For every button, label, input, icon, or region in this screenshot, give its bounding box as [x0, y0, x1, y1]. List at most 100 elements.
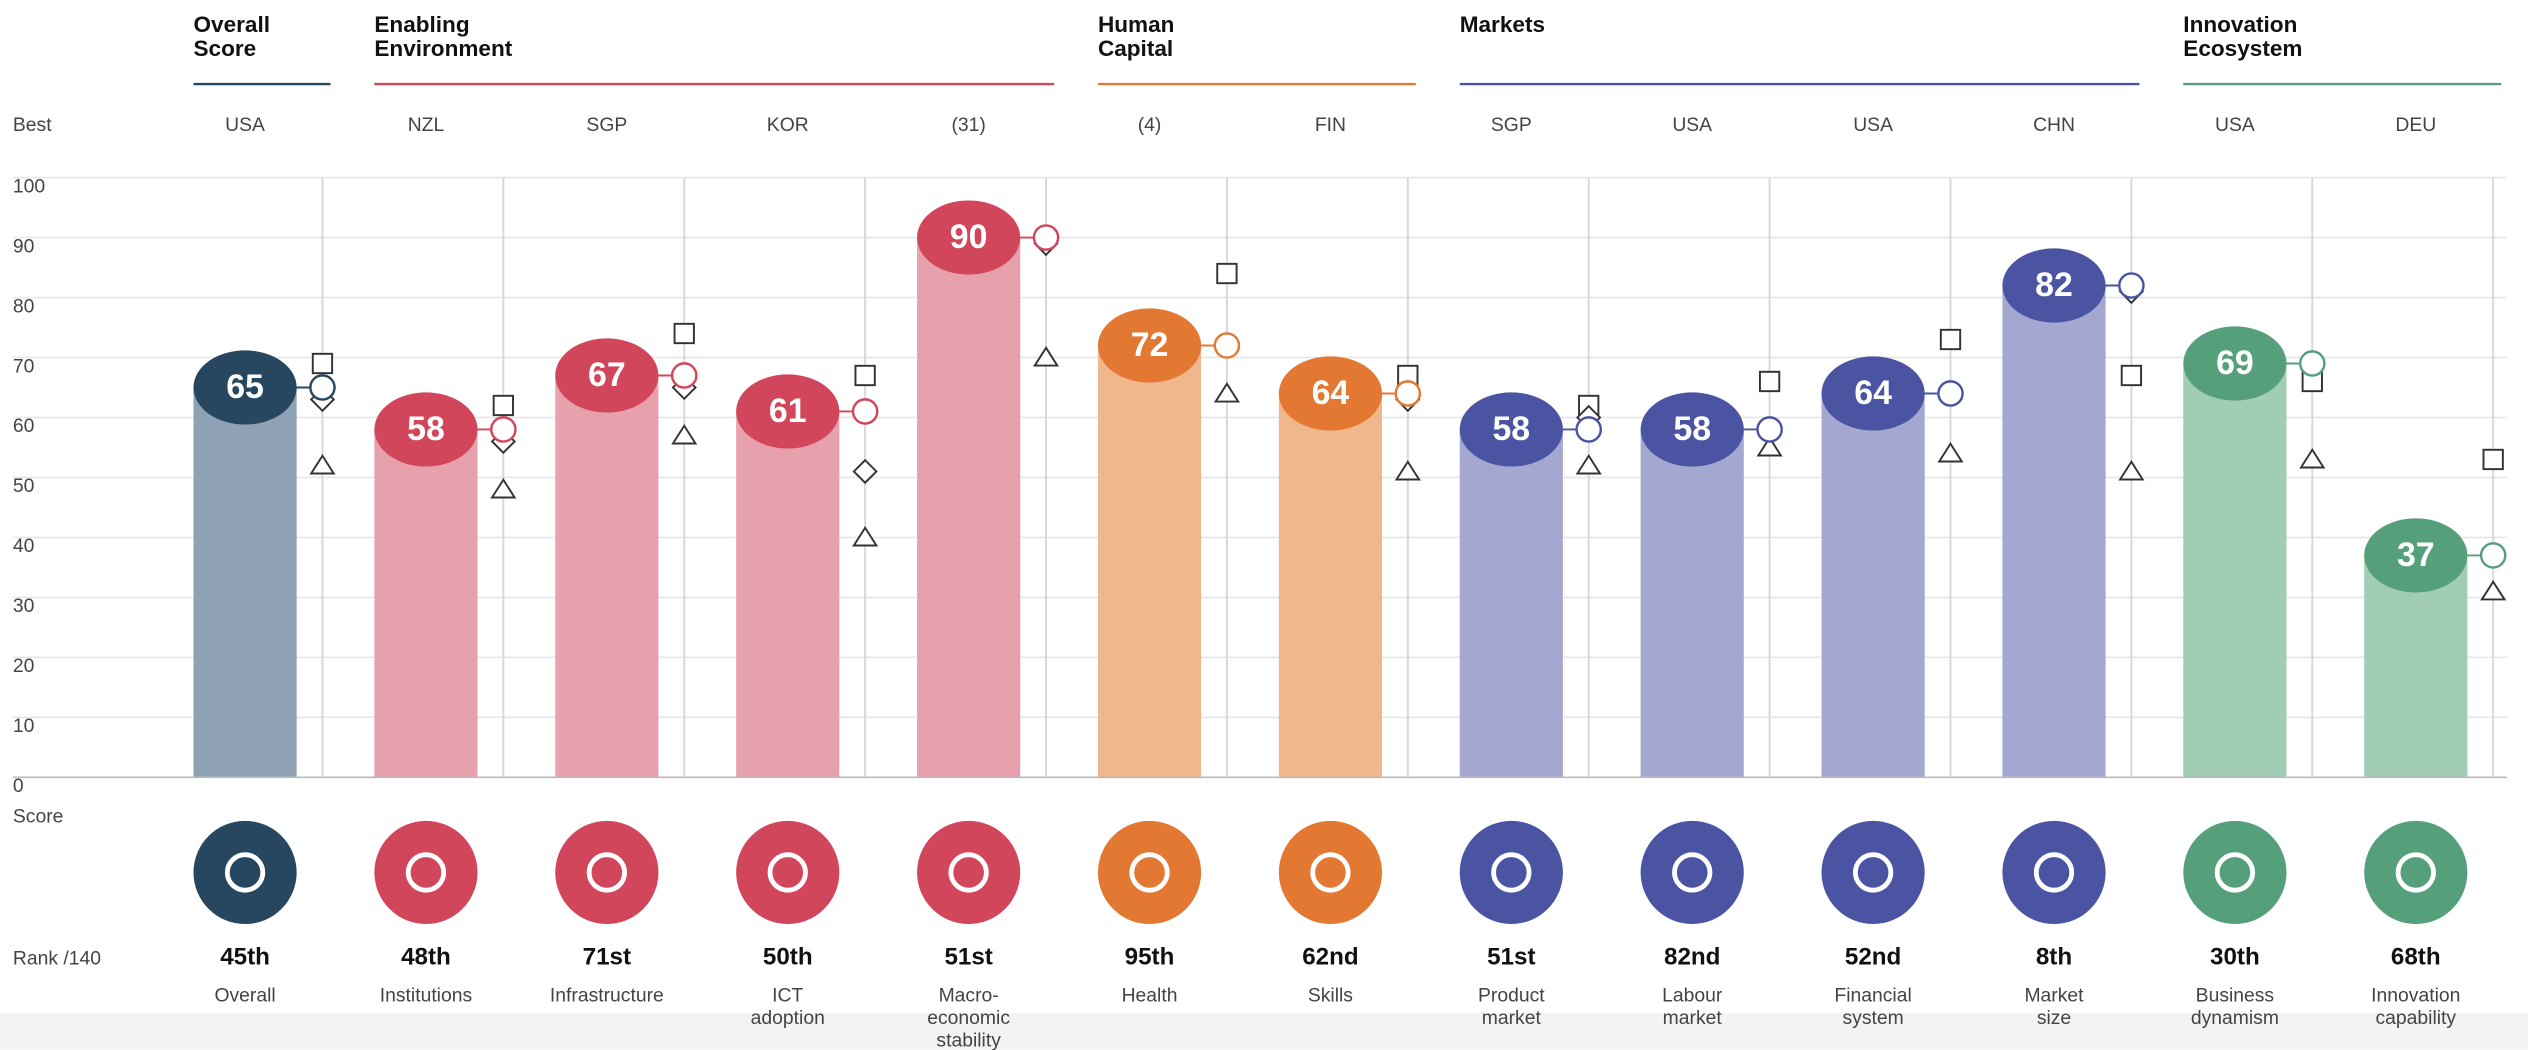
- score-label: 58: [1673, 410, 1711, 448]
- pillar-name: Infrastructure: [550, 985, 664, 1007]
- score-badge: [1278, 356, 1383, 431]
- best-country: USA: [1672, 114, 1712, 136]
- rank: 45th: [220, 943, 270, 970]
- rank: 48th: [401, 943, 451, 970]
- best-country: USA: [1853, 114, 1893, 136]
- pillar-icon-glyph: [1310, 852, 1351, 893]
- score-badge: [1459, 392, 1563, 467]
- pillar-icon: [1640, 820, 1744, 925]
- square-marker: [311, 352, 334, 375]
- square-marker: [1758, 370, 1781, 393]
- triangle-marker: [1575, 453, 1602, 475]
- square-marker: [1939, 328, 1962, 351]
- pillar-name: Skills: [1308, 985, 1353, 1007]
- pillar-icon-glyph: [2395, 852, 2436, 893]
- rank-label: Rank /140: [13, 948, 101, 970]
- pillar-icon-glyph: [2033, 852, 2075, 893]
- diamond-marker: [852, 458, 878, 485]
- pillar-icon-glyph: [2214, 852, 2256, 893]
- y-tick-label: 60: [13, 415, 34, 437]
- circle-marker: [2298, 350, 2326, 377]
- triangle-marker: [1756, 435, 1783, 457]
- rank: 82nd: [1664, 943, 1720, 970]
- triangle-marker: [2480, 579, 2507, 601]
- group-title: Human Capital: [1098, 12, 1174, 61]
- score-label: 64: [1854, 374, 1892, 412]
- best-country: (31): [951, 114, 985, 136]
- pillar-name: Institutions: [380, 985, 472, 1007]
- triangle-marker: [2118, 459, 2145, 481]
- circle-marker: [1756, 416, 1783, 443]
- pillar-icon: [917, 820, 1021, 925]
- score-label: 58: [407, 410, 445, 448]
- pillar-name: Business dynamism: [2191, 985, 2279, 1030]
- y-tick-label: 10: [13, 715, 34, 737]
- group-title: Enabling Environment: [374, 12, 512, 61]
- y-tick-label: 20: [13, 655, 34, 677]
- y-tick-label: 40: [13, 535, 34, 557]
- circle-marker: [851, 398, 879, 425]
- circle-marker: [1032, 224, 1060, 251]
- square-marker: [2120, 364, 2143, 387]
- y-tick-label: 100: [13, 175, 45, 197]
- bar: [1459, 429, 1563, 778]
- bar: [1097, 345, 1202, 778]
- circle-marker: [1937, 380, 1964, 407]
- best-country: NZL: [408, 114, 445, 136]
- pillar-icon-glyph: [1129, 852, 1170, 893]
- triangle-marker: [1032, 346, 1060, 367]
- pillar-icon-glyph: [948, 852, 989, 893]
- pillar-icon: [2002, 820, 2106, 925]
- pillar-name: Financial system: [1834, 985, 1911, 1030]
- best-country: CHN: [2033, 114, 2075, 136]
- pillar-name: Labour market: [1662, 985, 1723, 1030]
- bar: [1640, 429, 1744, 778]
- rank: 95th: [1125, 943, 1175, 970]
- score-label: 69: [2216, 344, 2254, 382]
- triangle-marker: [490, 477, 517, 499]
- circle-marker: [2118, 272, 2145, 299]
- bar: [917, 237, 1021, 778]
- best-country: USA: [225, 114, 265, 136]
- score-label: 65: [226, 368, 264, 406]
- pillar-icon-glyph: [405, 852, 447, 893]
- circle-marker: [309, 374, 336, 401]
- triangle-marker: [1213, 381, 1240, 403]
- pillar-icon: [2183, 820, 2287, 925]
- best-country: SGP: [586, 114, 627, 136]
- pillar-icon: [555, 820, 659, 925]
- group-title: Markets: [1460, 12, 1545, 37]
- triangle-marker: [1394, 459, 1421, 481]
- score-badge: [1821, 356, 1925, 431]
- score-label: Score: [13, 806, 64, 828]
- pillar-icon-glyph: [586, 852, 628, 893]
- score-badge: [374, 392, 478, 467]
- bar: [2002, 285, 2106, 778]
- circle-marker: [2479, 542, 2507, 569]
- y-tick-label: 0: [13, 775, 24, 797]
- score-label: 61: [769, 392, 807, 430]
- pillar-name: Health: [1122, 985, 1178, 1007]
- y-tick-label: 70: [13, 355, 34, 377]
- pillar-icon: [736, 820, 840, 925]
- circle-marker: [1213, 332, 1241, 359]
- rank: 71st: [583, 943, 631, 970]
- score-label: 82: [2035, 266, 2073, 304]
- score-label: 37: [2397, 536, 2435, 574]
- rank: 51st: [944, 943, 992, 970]
- best-label: Best: [13, 114, 52, 136]
- best-country: FIN: [1315, 114, 1346, 136]
- y-tick-label: 80: [13, 295, 34, 317]
- bar: [555, 375, 659, 778]
- triangle-marker: [852, 525, 879, 547]
- circle-marker: [490, 416, 517, 443]
- pillar-icon: [1821, 820, 1925, 925]
- circle-marker: [1394, 380, 1422, 407]
- best-country: (4): [1138, 114, 1162, 136]
- pillar-icon-glyph: [1852, 852, 1894, 893]
- rank: 62nd: [1302, 943, 1358, 970]
- group-title: Innovation Ecosystem: [2183, 12, 2302, 61]
- rank: 68th: [2391, 943, 2441, 970]
